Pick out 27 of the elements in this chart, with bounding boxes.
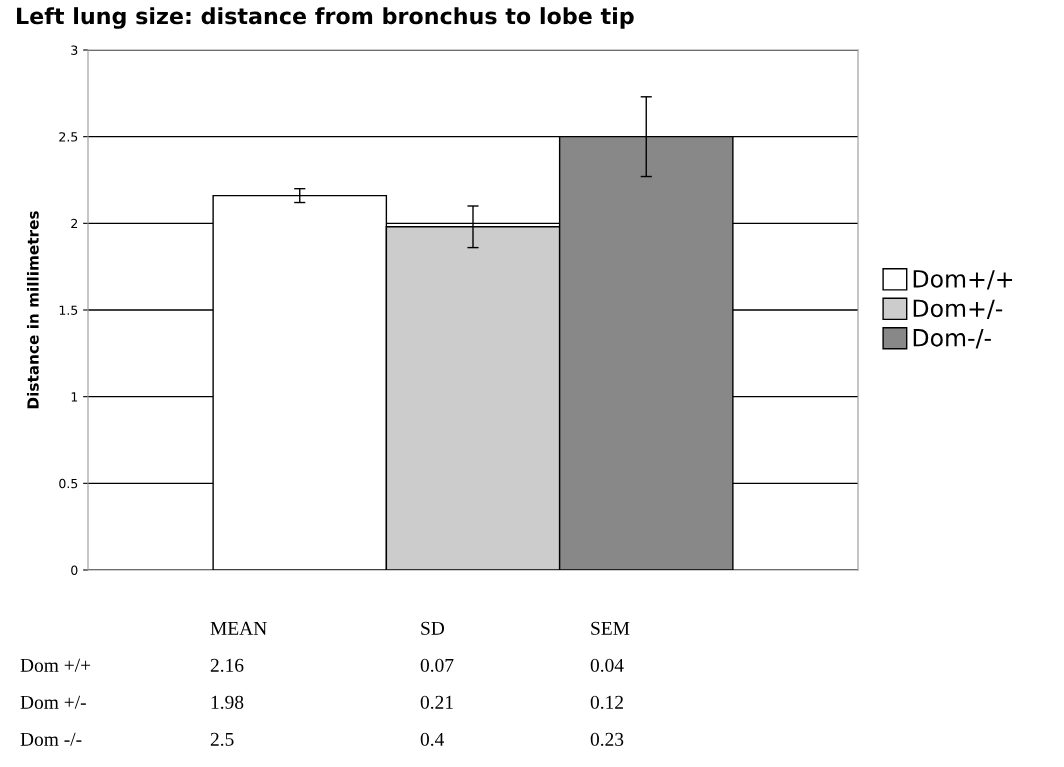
text: 0.21 (420, 695, 453, 709)
text: MEAN (210, 621, 267, 635)
y-axis-title: Distance in millimetres (26, 211, 39, 409)
y-tick-label: 0 (71, 565, 78, 575)
text: 1.98 (211, 695, 244, 709)
chart-title: Left lung size: distance from bronchus to lobe tip (17, 7, 634, 29)
legend-label: Dom-/- (913, 329, 991, 349)
text: 0.4 (420, 732, 444, 746)
text: SD (421, 621, 445, 635)
text: 0.07 (420, 658, 454, 672)
y-tick-label: 2.5 (59, 132, 78, 142)
text: Dom -/- (20, 732, 82, 746)
text: SEM (591, 621, 630, 635)
text: 2.5 (210, 732, 234, 746)
text: Dom +/+ (20, 658, 91, 672)
text: 0.12 (590, 695, 623, 709)
y-tick-label: 3 (71, 45, 78, 55)
y-tick-label: 0.5 (59, 478, 78, 489)
legend-label: Dom+/- (913, 299, 1003, 320)
text: Dom +/- (20, 695, 86, 709)
legend-label: Dom+/+ (913, 270, 1013, 290)
text: 2.16 (210, 658, 244, 672)
y-tick-label: 2 (71, 218, 78, 229)
y-tick-label: 1.5 (59, 305, 78, 315)
text: 0.23 (590, 732, 624, 746)
text: 0.04 (590, 658, 624, 672)
y-tick-label: 1 (71, 392, 78, 402)
